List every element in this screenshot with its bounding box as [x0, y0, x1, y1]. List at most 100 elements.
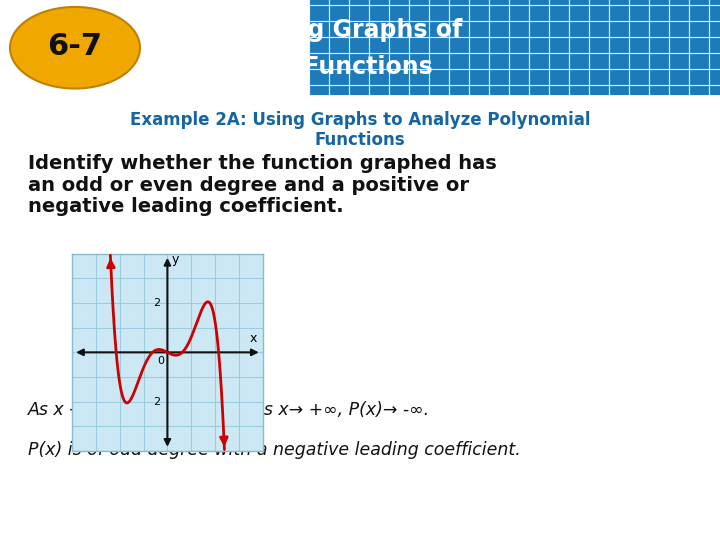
- Bar: [590, 70, 608, 84]
- Bar: [370, 70, 388, 84]
- Bar: [390, 53, 408, 68]
- Bar: [410, 22, 428, 36]
- Bar: [490, 85, 508, 99]
- Text: Example 2A: Using Graphs to Analyze Polynomial: Example 2A: Using Graphs to Analyze Poly…: [130, 111, 590, 129]
- Bar: [390, 22, 408, 36]
- Bar: [590, 22, 608, 36]
- Bar: [510, 38, 528, 52]
- Bar: [570, 22, 588, 36]
- Bar: [570, 38, 588, 52]
- Bar: [530, 6, 548, 20]
- Bar: [350, 6, 368, 20]
- Text: 2: 2: [153, 396, 161, 407]
- Bar: [370, 22, 388, 36]
- Bar: [330, 85, 348, 99]
- Bar: [350, 70, 368, 84]
- Bar: [690, 53, 708, 68]
- Text: Investigating Graphs of: Investigating Graphs of: [148, 18, 462, 42]
- Bar: [490, 53, 508, 68]
- Bar: [470, 53, 488, 68]
- Text: Copyright © by Holt, Rinehart and Winston. All Rights Reserved.: Copyright © by Holt, Rinehart and Winsto…: [377, 517, 713, 528]
- Bar: [650, 0, 668, 4]
- Bar: [610, 38, 628, 52]
- Bar: [350, 85, 368, 99]
- Bar: [570, 53, 588, 68]
- Bar: [650, 22, 668, 36]
- Bar: [310, 6, 328, 20]
- Bar: [350, 53, 368, 68]
- Bar: [470, 38, 488, 52]
- Bar: [550, 22, 568, 36]
- Bar: [490, 70, 508, 84]
- Bar: [330, 6, 348, 20]
- Bar: [690, 38, 708, 52]
- Bar: [650, 53, 668, 68]
- Bar: [630, 38, 648, 52]
- Bar: [390, 6, 408, 20]
- Text: As x →-∞, P(x) → +∞, and as x→ +∞, P(x)→ -∞.: As x →-∞, P(x) → +∞, and as x→ +∞, P(x)→…: [28, 401, 430, 419]
- Bar: [370, 85, 388, 99]
- Bar: [330, 22, 348, 36]
- Bar: [430, 38, 448, 52]
- Bar: [470, 0, 488, 4]
- Bar: [470, 6, 488, 20]
- Bar: [370, 0, 388, 4]
- Bar: [350, 38, 368, 52]
- Bar: [670, 38, 688, 52]
- Bar: [450, 38, 468, 52]
- Text: P(x) is of odd degree with a negative leading coefficient.: P(x) is of odd degree with a negative le…: [28, 441, 521, 458]
- Bar: [630, 85, 648, 99]
- Bar: [490, 38, 508, 52]
- Bar: [350, 0, 368, 4]
- Bar: [530, 85, 548, 99]
- Bar: [310, 53, 328, 68]
- Bar: [450, 53, 468, 68]
- Bar: [430, 70, 448, 84]
- Bar: [510, 6, 528, 20]
- Bar: [670, 22, 688, 36]
- Bar: [630, 22, 648, 36]
- Bar: [710, 0, 720, 4]
- Bar: [510, 53, 528, 68]
- Bar: [710, 70, 720, 84]
- Bar: [670, 0, 688, 4]
- Bar: [550, 0, 568, 4]
- Bar: [430, 22, 448, 36]
- Bar: [410, 6, 428, 20]
- Bar: [470, 85, 488, 99]
- Bar: [670, 6, 688, 20]
- Ellipse shape: [10, 7, 140, 89]
- Bar: [470, 70, 488, 84]
- Bar: [450, 85, 468, 99]
- Bar: [430, 85, 448, 99]
- Bar: [570, 0, 588, 4]
- Text: 2: 2: [153, 298, 161, 308]
- Bar: [390, 85, 408, 99]
- Bar: [590, 0, 608, 4]
- Bar: [350, 22, 368, 36]
- Bar: [410, 38, 428, 52]
- Bar: [670, 85, 688, 99]
- Bar: [490, 22, 508, 36]
- Bar: [590, 53, 608, 68]
- Bar: [710, 85, 720, 99]
- Bar: [710, 22, 720, 36]
- Bar: [610, 85, 628, 99]
- Bar: [590, 38, 608, 52]
- Bar: [490, 6, 508, 20]
- Bar: [550, 38, 568, 52]
- Bar: [510, 70, 528, 84]
- Bar: [450, 22, 468, 36]
- Bar: [510, 22, 528, 36]
- Bar: [410, 53, 428, 68]
- Bar: [430, 6, 448, 20]
- Bar: [610, 70, 628, 84]
- Bar: [390, 0, 408, 4]
- Bar: [370, 38, 388, 52]
- Bar: [530, 0, 548, 4]
- Bar: [450, 0, 468, 4]
- Bar: [470, 22, 488, 36]
- Bar: [430, 0, 448, 4]
- Bar: [610, 53, 628, 68]
- Bar: [570, 70, 588, 84]
